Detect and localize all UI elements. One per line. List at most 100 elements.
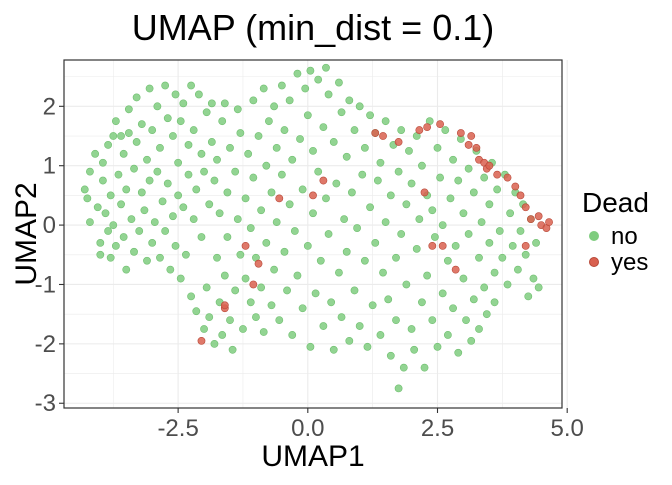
point-no [423, 271, 432, 280]
point-no [394, 384, 403, 393]
point-yes [485, 161, 494, 170]
point-no [218, 117, 227, 126]
point-no [392, 316, 400, 325]
legend-item-yes: yes [589, 249, 648, 276]
point-no [226, 316, 234, 325]
point-no [119, 149, 128, 158]
point-no [464, 230, 473, 238]
point-no [449, 155, 457, 164]
point-no [158, 197, 167, 206]
point-yes [275, 194, 284, 203]
point-no [438, 289, 447, 298]
point-no [529, 274, 538, 283]
point-yes [428, 241, 437, 250]
legend-title: Dead [582, 187, 649, 218]
point-no [521, 250, 530, 259]
point-no [480, 173, 489, 182]
point-no [503, 280, 512, 289]
point-yes [309, 191, 317, 200]
point-no [156, 253, 164, 262]
point-no [514, 265, 522, 274]
point-no [104, 141, 112, 149]
point-no [350, 126, 359, 134]
point-yes [420, 188, 429, 197]
point-no [350, 286, 359, 295]
point-no [399, 363, 408, 372]
point-no [464, 164, 473, 173]
point-yes [319, 176, 328, 185]
point-no [132, 93, 141, 102]
point-no [148, 126, 157, 134]
point-yes [467, 132, 476, 140]
point-no [99, 158, 107, 167]
point-no [171, 241, 180, 250]
point-no [397, 126, 406, 134]
point-no [296, 135, 304, 143]
point-yes [526, 215, 535, 224]
point-no [241, 274, 250, 283]
point-yes [521, 241, 530, 250]
point-no [257, 283, 266, 292]
point-no [202, 108, 211, 117]
point-no [96, 239, 105, 247]
point-no [197, 233, 206, 241]
point-no [174, 158, 183, 167]
point-no [324, 90, 333, 99]
point-no [99, 176, 107, 185]
point-no [262, 161, 271, 170]
point-no [156, 143, 164, 152]
point-no [236, 250, 245, 259]
point-no [371, 239, 380, 247]
point-no [477, 218, 486, 227]
point-no [280, 126, 289, 134]
panel-border [63, 59, 563, 409]
point-no [197, 149, 206, 158]
y-tick-label: 0 [43, 212, 56, 239]
point-no [254, 132, 263, 140]
point-no [402, 200, 411, 209]
point-no [420, 363, 429, 372]
point-no [322, 194, 330, 203]
point-no [161, 227, 170, 235]
point-no [223, 188, 232, 197]
point-no [285, 96, 294, 105]
point-no [176, 274, 185, 283]
point-no [223, 233, 232, 241]
point-no [194, 90, 203, 99]
point-no [135, 227, 144, 235]
point-no [386, 351, 395, 360]
point-yes [220, 301, 229, 310]
point-no [277, 170, 286, 179]
point-no [459, 274, 468, 283]
point-no [418, 161, 426, 170]
point-no [233, 105, 242, 114]
point-no [298, 304, 307, 313]
point-no [402, 280, 411, 289]
point-no [233, 215, 242, 224]
point-no [220, 271, 229, 280]
point-no [392, 253, 400, 262]
point-no [166, 265, 175, 274]
point-no [161, 81, 170, 90]
point-no [207, 99, 216, 108]
point-no [267, 301, 276, 310]
point-no [163, 114, 172, 123]
point-no [246, 298, 255, 307]
point-no [137, 188, 146, 197]
legend-item-no: no [589, 223, 638, 250]
point-no [220, 99, 229, 108]
point-no [169, 212, 177, 221]
point-yes [415, 126, 424, 134]
point-no [407, 179, 416, 188]
point-no [86, 218, 94, 227]
point-no [381, 218, 390, 227]
point-no [106, 191, 115, 200]
point-no [244, 149, 253, 158]
point-no [443, 331, 452, 339]
point-no [418, 298, 426, 307]
point-no [111, 241, 120, 250]
point-no [309, 209, 317, 218]
point-no [124, 129, 133, 137]
point-no [376, 158, 385, 167]
point-no [316, 256, 325, 265]
